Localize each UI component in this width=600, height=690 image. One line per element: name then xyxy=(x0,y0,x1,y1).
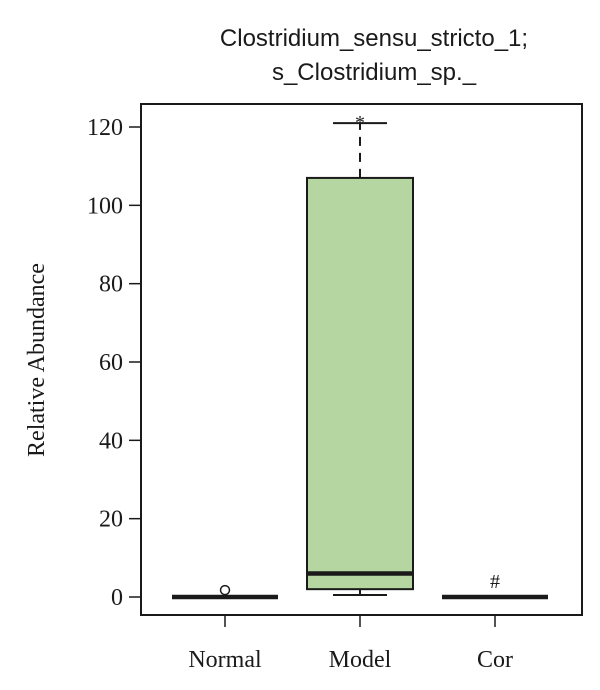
box-cor: # xyxy=(442,571,548,600)
x-axis: Normal Model Cor xyxy=(188,615,513,673)
significance-marker: # xyxy=(490,571,500,593)
outlier-point xyxy=(219,584,231,596)
y-tick-label: 60 xyxy=(99,350,123,376)
y-axis-label: Relative Abundance xyxy=(24,263,50,457)
y-tick-label: 20 xyxy=(99,507,123,533)
y-tick-label: 100 xyxy=(87,193,123,219)
x-tick-label: Model xyxy=(329,647,392,673)
box-normal xyxy=(172,584,278,600)
box-series: *# xyxy=(172,112,548,600)
significance-marker: * xyxy=(355,112,365,134)
y-tick-label: 40 xyxy=(99,428,123,454)
x-tick-label: Normal xyxy=(188,647,262,673)
box-iqr xyxy=(306,176,414,591)
chart-title-line-2: s_Clostridium_sp._ xyxy=(272,59,477,86)
y-tick-label: 80 xyxy=(99,272,123,298)
chart-title-line-1: Clostridium_sensu_stricto_1; xyxy=(220,25,528,52)
y-axis: 0 20 40 60 80 100 120 xyxy=(87,115,142,611)
box-model: * xyxy=(306,112,414,597)
y-tick-label: 0 xyxy=(111,585,123,611)
y-tick-label: 120 xyxy=(87,115,123,141)
x-tick-label: Cor xyxy=(477,647,513,673)
